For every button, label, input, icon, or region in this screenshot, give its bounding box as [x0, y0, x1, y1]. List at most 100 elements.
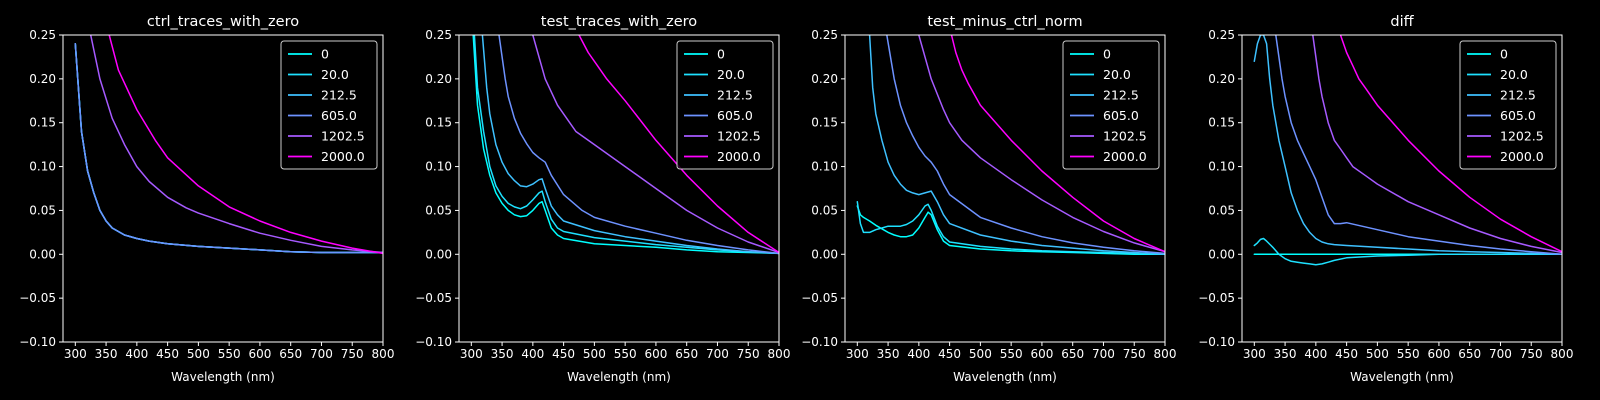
x-tick-label: 400	[125, 347, 148, 361]
y-tick-label: 0.25	[425, 28, 452, 42]
x-tick-label: 550	[1397, 347, 1420, 361]
legend-label: 1202.5	[321, 129, 365, 144]
y-tick-label: 0.20	[29, 72, 56, 86]
series-line-20.0	[856, 200, 1165, 256]
y-tick-label: 0.05	[811, 203, 838, 217]
legend-label: 605.0	[1500, 108, 1536, 123]
legend-label: 1202.5	[1500, 129, 1544, 144]
series-line-1202.5	[89, 35, 383, 254]
legend-label: 0	[321, 47, 329, 62]
series-line-2000.0	[108, 35, 383, 255]
panel-title: test_minus_ctrl_norm	[927, 14, 1082, 30]
y-tick-label: 0.00	[425, 247, 452, 261]
x-tick-label: 450	[156, 347, 179, 361]
y-tick-label: 0.00	[1208, 247, 1235, 261]
series-line-2000.0	[578, 35, 779, 254]
y-tick-label: −0.05	[19, 291, 56, 305]
x-tick-label: 600	[644, 347, 667, 361]
legend-label: 20.0	[717, 67, 745, 82]
x-tick-label: 750	[737, 347, 760, 361]
legend-label: 0	[1500, 47, 1508, 62]
x-tick-label: 750	[1123, 347, 1146, 361]
x-tick-label: 800	[1154, 347, 1177, 361]
series-lines	[856, 35, 1165, 256]
series-line-605.0	[1275, 35, 1562, 256]
y-tick-label: 0.20	[1208, 72, 1235, 86]
y-tick-label: 0.00	[29, 247, 56, 261]
x-tick-label: 400	[907, 347, 930, 361]
y-tick-label: −0.10	[801, 335, 838, 349]
series-line-0	[472, 35, 779, 255]
series-lines	[1253, 35, 1562, 266]
x-tick-label: 700	[1489, 347, 1512, 361]
x-tick-label: 450	[938, 347, 961, 361]
y-tick-label: 0.10	[811, 160, 838, 174]
x-tick-label: 300	[460, 347, 483, 361]
series-line-0	[856, 205, 1165, 256]
series-line-212.5	[481, 35, 779, 255]
series-line-605.0	[886, 35, 1165, 255]
y-tick-label: 0.10	[29, 160, 56, 174]
panel-1: ctrl_traces_with_zero −0.10 −0.05 0.00 0.05 0…	[19, 14, 394, 384]
y-tick-label: 0.25	[1208, 28, 1235, 42]
x-tick-label: 350	[1274, 347, 1297, 361]
x-axis-label: Wavelength (nm)	[567, 370, 671, 384]
x-tick-label: 700	[706, 347, 729, 361]
x-tick-label: 700	[1092, 347, 1115, 361]
series-line-605.0	[498, 35, 779, 255]
x-tick-label: 550	[1000, 347, 1023, 361]
x-tick-label: 350	[877, 347, 900, 361]
x-tick-label: 350	[95, 347, 118, 361]
series-line-20.0	[473, 35, 779, 255]
x-axis-label: Wavelength (nm)	[953, 370, 1057, 384]
axes-frame	[458, 34, 780, 343]
legend: 0 20.0 212.5 605.0 1202.5 2000.0	[280, 40, 378, 170]
x-tick-label: 650	[675, 347, 698, 361]
x-tick-label: 600	[1427, 347, 1450, 361]
y-tick-label: 0.05	[1208, 203, 1235, 217]
y-tick-label: 0.05	[29, 203, 56, 217]
x-tick-label: 800	[1551, 347, 1574, 361]
y-tick-label: 0.05	[425, 203, 452, 217]
x-tick-label: 700	[310, 347, 333, 361]
x-tick-label: 500	[583, 347, 606, 361]
legend-label: 2000.0	[321, 149, 365, 164]
series-line-1202.5	[532, 35, 779, 254]
x-tick-label: 300	[1243, 347, 1266, 361]
x-tick-label: 800	[768, 347, 791, 361]
series-line-2000.0	[950, 35, 1165, 253]
x-tick-label: 350	[491, 347, 514, 361]
y-tick-label: −0.10	[415, 335, 452, 349]
legend: 0 20.0 212.5 605.0 1202.5 2000.0	[676, 40, 774, 170]
y-tick-label: −0.10	[19, 335, 56, 349]
y-tick-label: −0.05	[1198, 291, 1235, 305]
series-line-605.0	[74, 43, 383, 254]
legend-label: 212.5	[1500, 88, 1536, 103]
legend: 0 20.0 212.5 605.0 1202.5 2000.0	[1062, 40, 1160, 170]
x-tick-label: 400	[521, 347, 544, 361]
panel-4: diff −0.10 −0.05 0.00 0.05 0.10 0.15 0.20 0.25 30…	[1198, 14, 1573, 384]
legend: 0 20.0 212.5 605.0 1202.5 2000.0	[1459, 40, 1557, 170]
legend-box	[676, 40, 774, 170]
legend-label: 605.0	[321, 108, 357, 123]
legend-label: 20.0	[1500, 67, 1528, 82]
x-tick-label: 650	[1061, 347, 1084, 361]
legend-label: 0	[717, 47, 725, 62]
x-tick-label: 800	[372, 347, 395, 361]
x-tick-label: 650	[279, 347, 302, 361]
series-line-212.5	[1253, 35, 1562, 256]
legend-box	[1062, 40, 1160, 170]
y-tick-label: −0.05	[801, 291, 838, 305]
x-tick-label: 600	[248, 347, 271, 361]
x-tick-label: 400	[1304, 347, 1327, 361]
x-axis-label: Wavelength (nm)	[1350, 370, 1454, 384]
x-tick-label: 650	[1458, 347, 1481, 361]
series-line-212.5	[868, 35, 1165, 256]
series-lines	[472, 35, 779, 255]
x-tick-label: 550	[218, 347, 241, 361]
y-tick-label: 0.00	[811, 247, 838, 261]
legend-label: 2000.0	[1103, 149, 1147, 164]
legend-label: 212.5	[717, 88, 753, 103]
axes-frame	[1241, 34, 1563, 343]
